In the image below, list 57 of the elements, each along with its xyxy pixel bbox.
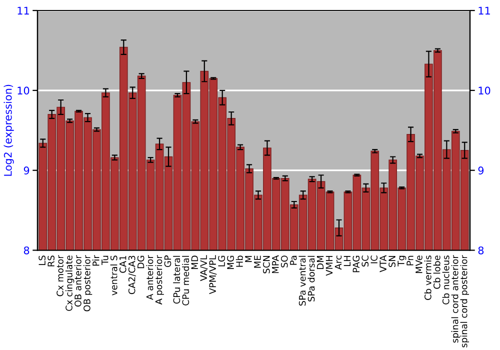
x-tick-label: IC <box>370 256 378 264</box>
x-tick-label: CA1 <box>119 256 126 273</box>
x-tick-label: Cb vermis <box>424 256 432 300</box>
x-tick-label: Cb lobe <box>433 256 440 289</box>
x-tick-label: VMH <box>326 256 333 276</box>
x-tick-label: ME <box>254 256 261 268</box>
x-tick-label: LH <box>344 256 350 266</box>
x-tick-label: RS <box>48 256 54 266</box>
x-tick-label: Tg <box>398 256 406 266</box>
y-axis-title: Log2 (expression) <box>4 84 14 176</box>
y2-tick-label: 9 <box>478 166 484 174</box>
x-tick-label: MVe <box>416 256 422 274</box>
x-tick-label: Pir <box>92 255 100 266</box>
x-tick-label: MG <box>227 256 234 270</box>
x-tick-label: VA/VL <box>200 255 208 282</box>
x-tick-label: VPM/VPL <box>209 255 217 294</box>
x-tick-label: SPa ventral <box>298 256 306 306</box>
y-tick-label: 9 <box>24 166 30 174</box>
x-tick-label: Cx motor <box>56 255 64 296</box>
y-tick-label: 11 <box>18 6 29 14</box>
y-tick-label: 10 <box>18 86 30 95</box>
x-tick-label: spinal cord anterior <box>451 255 460 343</box>
x-tick-label: Pa <box>290 256 297 265</box>
x-tick-label: VTA <box>380 255 386 272</box>
x-tick-label: SN <box>388 256 396 267</box>
x-tick-label: A posterior <box>155 255 164 305</box>
x-tick-label: DG <box>137 256 144 268</box>
x-tick-label: SCN <box>263 256 270 274</box>
x-tick-label: CA2/CA3 <box>128 256 136 294</box>
x-tick-label: SPa dorsal <box>308 256 315 302</box>
x-tick-label: CPu medial <box>182 256 190 306</box>
x-tick-label: DM <box>316 256 324 269</box>
x-tick-label: MD <box>191 256 198 269</box>
x-tick-label: Tu <box>102 256 108 266</box>
x-tick-label: MPA <box>272 255 279 274</box>
x-tick-label: Cb nucleus <box>442 256 450 304</box>
x-tick-label: Hb <box>236 256 243 267</box>
x-tick-label: Arc <box>334 256 342 270</box>
x-tick-label: ventral S <box>110 256 118 296</box>
x-tick-label: CPu lateral <box>173 256 180 304</box>
x-tick-label: LS <box>38 256 46 265</box>
x-tick-label: Pn <box>406 256 414 266</box>
x-tick-label: OB anterior <box>74 255 82 307</box>
x-tick-label: Cx cingulate <box>65 256 74 311</box>
x-tick-label: M <box>245 256 252 262</box>
x-tick-label: PAG <box>352 256 360 272</box>
y-tick-label: 8 <box>24 246 30 254</box>
x-tick-label: OB posterior <box>83 255 92 312</box>
x-tick-label: spinal cord posterior <box>460 255 469 348</box>
x-tick-label: A anterior <box>146 255 154 300</box>
x-tick-label: SO <box>280 256 288 268</box>
x-tick-label: SC <box>362 256 369 267</box>
y2-tick-label: 10 <box>478 86 490 95</box>
x-tick-label: LG <box>218 256 225 266</box>
y2-tick-label: 11 <box>478 6 490 14</box>
x-tick-label: GP <box>164 255 172 268</box>
y2-tick-label: 8 <box>478 246 484 254</box>
